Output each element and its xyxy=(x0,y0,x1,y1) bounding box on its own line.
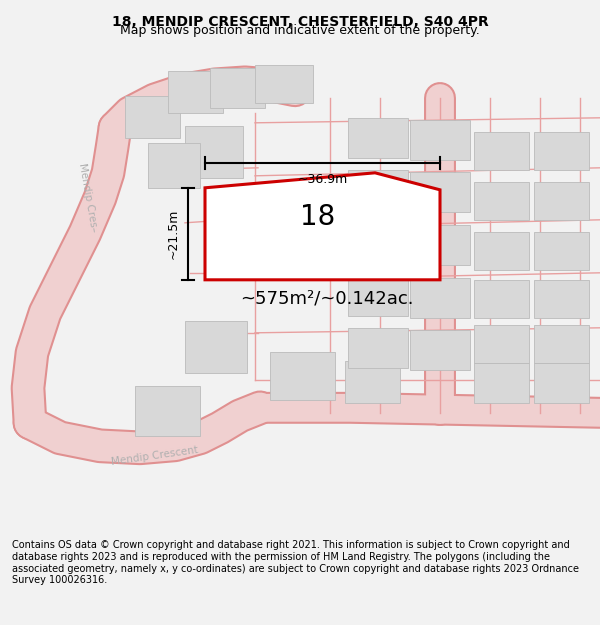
Bar xyxy=(534,325,589,362)
Bar xyxy=(410,278,470,318)
Bar xyxy=(135,386,200,436)
Bar xyxy=(125,96,180,138)
Text: 18: 18 xyxy=(301,203,335,231)
Text: Contains OS data © Crown copyright and database right 2021. This information is : Contains OS data © Crown copyright and d… xyxy=(12,541,579,585)
Text: ~36.9m: ~36.9m xyxy=(298,173,347,186)
Bar xyxy=(474,182,529,220)
Bar xyxy=(348,328,408,367)
Bar xyxy=(534,182,589,220)
Text: Map shows position and indicative extent of the property.: Map shows position and indicative extent… xyxy=(120,24,480,36)
Bar xyxy=(410,172,470,212)
Bar xyxy=(255,65,313,102)
Bar xyxy=(474,232,529,270)
Bar xyxy=(185,321,247,372)
Bar xyxy=(168,71,223,112)
Bar xyxy=(148,142,200,188)
Bar xyxy=(345,361,400,403)
Bar xyxy=(534,362,589,403)
Text: Mendip Cres–: Mendip Cres– xyxy=(77,162,99,233)
Text: ~575m²/~0.142ac.: ~575m²/~0.142ac. xyxy=(240,290,413,308)
Text: ~21.5m: ~21.5m xyxy=(167,209,180,259)
Bar xyxy=(474,280,529,318)
Bar xyxy=(474,325,529,362)
Polygon shape xyxy=(205,173,440,280)
Bar xyxy=(474,132,529,170)
Bar xyxy=(348,222,408,262)
Text: 18, MENDIP CRESCENT, CHESTERFIELD, S40 4PR: 18, MENDIP CRESCENT, CHESTERFIELD, S40 4… xyxy=(112,14,488,29)
Bar xyxy=(210,68,265,108)
Bar xyxy=(534,232,589,270)
Bar xyxy=(474,362,529,403)
Bar xyxy=(270,352,335,400)
Bar xyxy=(534,132,589,170)
Bar xyxy=(410,330,470,370)
Bar xyxy=(410,225,470,265)
Bar xyxy=(348,170,408,210)
Bar xyxy=(534,280,589,318)
Text: Mendip Crescent: Mendip Crescent xyxy=(111,445,199,467)
Bar xyxy=(348,118,408,158)
Bar xyxy=(348,276,408,316)
Bar xyxy=(410,120,470,160)
Bar xyxy=(185,126,243,178)
